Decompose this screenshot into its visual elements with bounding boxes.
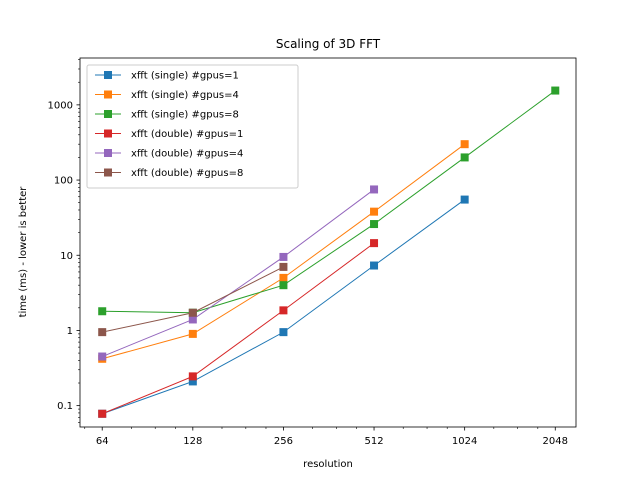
legend-marker: [104, 110, 112, 118]
data-point: [279, 328, 288, 337]
data-point: [370, 220, 379, 229]
data-point: [98, 328, 107, 337]
legend-label: xfft (double) #gpus=8: [131, 168, 243, 179]
legend-box: [86, 64, 299, 189]
data-point: [370, 261, 379, 270]
data-point: [279, 273, 288, 282]
legend-label: xfft (double) #gpus=1: [131, 129, 243, 140]
data-point: [98, 352, 107, 361]
x-tick-label: 256: [274, 436, 293, 447]
legend-marker: [104, 149, 112, 157]
legend-label: xfft (single) #gpus=1: [131, 71, 239, 82]
series-line: [102, 242, 375, 415]
series-line: [102, 189, 375, 357]
data-point: [188, 329, 197, 338]
data-point: [551, 86, 560, 95]
chart-title: Scaling of 3D FFT: [276, 37, 381, 51]
data-point: [98, 307, 107, 316]
data-point: [460, 195, 469, 204]
data-point: [460, 140, 469, 149]
x-tick-label: 2048: [543, 436, 568, 447]
data-point: [370, 207, 379, 216]
data-point: [279, 281, 288, 290]
legend-marker: [104, 129, 112, 138]
legend-label: xfft (double) #gpus=4: [131, 149, 243, 160]
x-tick-label: 1024: [452, 436, 477, 447]
legend-marker: [104, 168, 112, 177]
data-point: [370, 185, 379, 194]
data-point: [188, 308, 197, 317]
legend-item: xfft (single) #gpus=8: [95, 110, 239, 121]
series-5: [98, 185, 379, 361]
legend-item: xfft (double) #gpus=4: [95, 149, 243, 160]
y-tick-label: 100: [54, 176, 73, 187]
legend-label: xfft (single) #gpus=4: [131, 90, 239, 101]
legend-item: xfft (double) #gpus=1: [95, 129, 243, 140]
x-axis-label: resolution: [303, 459, 353, 470]
y-axis-label: time (ms) - lower is better: [18, 186, 29, 318]
legend-marker: [104, 90, 112, 99]
x-axis: 64 128 256 512 1024 2048: [84, 427, 568, 447]
series-4: [98, 239, 379, 418]
data-point: [279, 306, 288, 315]
data-point: [370, 239, 379, 248]
x-tick-label: 512: [364, 436, 383, 447]
y-axis: 0.1 1 10 100 1000: [48, 59, 80, 423]
y-tick-label: 0.1: [57, 401, 73, 412]
series-6: [98, 262, 288, 337]
y-tick-label: 1000: [48, 100, 73, 111]
legend-item: xfft (single) #gpus=1: [95, 71, 239, 82]
data-point: [279, 252, 288, 261]
plot-frame: [79, 57, 577, 428]
data-point: [460, 153, 469, 162]
data-point: [188, 377, 197, 386]
data-point: [188, 315, 197, 324]
legend-item: xfft (single) #gpus=4: [95, 90, 239, 101]
x-tick-label: 64: [96, 436, 109, 447]
legend-marker: [104, 71, 112, 79]
legend: xfft (single) #gpus=1 xfft (single) #gpus…: [86, 64, 299, 189]
x-tick-label: 128: [183, 436, 202, 447]
plot-area: [79, 57, 577, 428]
legend-item: xfft (double) #gpus=8: [95, 168, 243, 179]
y-tick-label: 1: [67, 326, 73, 337]
data-point: [279, 262, 288, 271]
series-line: [102, 90, 556, 314]
y-tick-label: 10: [60, 251, 73, 262]
data-point: [188, 372, 197, 381]
legend-label: xfft (single) #gpus=8: [131, 110, 239, 121]
data-point: [98, 409, 107, 418]
